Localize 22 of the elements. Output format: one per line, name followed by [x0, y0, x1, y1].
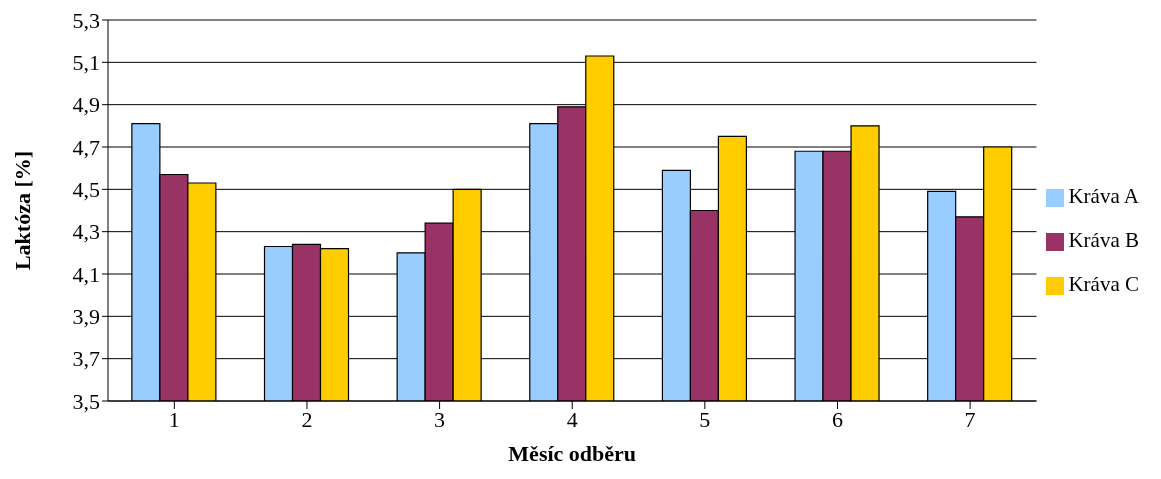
y-axis-title: Laktóza [%]	[9, 150, 35, 271]
y-tick-label: 4,9	[72, 92, 100, 118]
x-tick-label: 5	[699, 406, 711, 432]
x-axis-title: Měsíc odběru	[508, 441, 637, 466]
x-tick-label: 1	[168, 406, 180, 432]
y-tick-label: 3,7	[72, 346, 100, 372]
y-tick-label: 3,9	[72, 304, 100, 330]
y-tick-label: 4,1	[72, 261, 100, 287]
y-tick-label: 5,3	[72, 7, 100, 33]
legend-label: Kráva B	[1068, 227, 1139, 252]
x-tick-label: 7	[964, 406, 976, 432]
legend-label: Kráva C	[1068, 271, 1139, 296]
x-tick-label: 4	[566, 406, 578, 432]
y-tick-label: 4,7	[72, 134, 100, 160]
y-tick-label: 3,5	[72, 388, 100, 414]
y-tick-label: 4,3	[72, 219, 100, 245]
x-tick-label: 6	[831, 406, 843, 432]
x-tick-label: 3	[434, 406, 446, 432]
y-tick-label: 4,5	[72, 177, 100, 203]
legend-label: Kráva A	[1068, 183, 1139, 208]
x-tick-label: 2	[301, 406, 313, 432]
y-tick-label: 5,1	[72, 50, 100, 76]
